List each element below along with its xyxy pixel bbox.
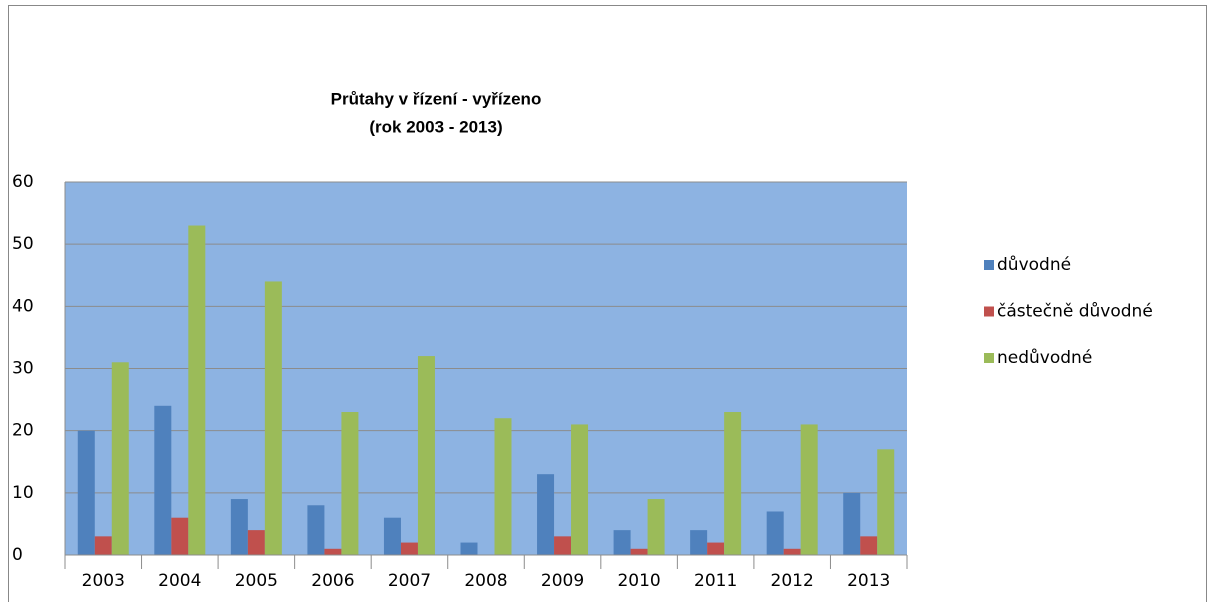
x-tick-label: 2013 [847,571,890,591]
x-tick-label: 2009 [541,571,584,591]
bar [154,405,172,555]
bar [877,449,895,555]
bar [690,530,708,555]
legend-label: důvodné [997,255,1071,275]
bar [724,412,742,555]
bar [571,424,589,555]
x-tick-label: 2011 [694,571,737,591]
bar [613,530,631,555]
bar [460,542,478,555]
bar [630,548,648,555]
bar [707,542,725,555]
bar [800,424,818,555]
bar [647,499,665,555]
bar [400,542,418,555]
y-tick-label: 50 [12,234,34,254]
y-tick-label: 20 [12,421,34,441]
x-tick-label: 2006 [311,571,354,591]
x-tick-label: 2007 [388,571,431,591]
bar [494,418,512,555]
legend-swatch [984,260,994,270]
bar [171,517,189,555]
bar [554,536,572,555]
bar [94,536,112,555]
legend-swatch [984,353,994,363]
bar [247,530,265,555]
bar [77,430,95,555]
x-tick-label: 2010 [617,571,660,591]
bar [766,511,784,555]
x-tick-label: 2008 [464,571,507,591]
legend-label: částečně důvodné [997,302,1153,322]
y-tick-label: 0 [12,545,23,565]
bar [111,362,129,555]
bar [537,474,555,555]
legend-swatch [984,306,994,317]
bar [341,412,359,555]
y-tick-label: 30 [12,359,34,379]
bar [188,225,206,555]
x-tick-label: 2003 [82,571,125,591]
bar [783,548,801,555]
y-tick-label: 60 [12,172,34,192]
bar [860,536,878,555]
bar [843,492,861,555]
x-tick-label: 2012 [771,571,814,591]
bar [324,548,342,555]
legend-label: nedůvodné [997,348,1092,368]
chart-subtitle: (rok 2003 - 2013) [369,117,502,136]
x-tick-label: 2004 [158,571,201,591]
x-tick-label: 2005 [235,571,278,591]
bar [230,499,248,555]
bar [383,517,401,555]
bar [264,281,282,555]
y-tick-label: 40 [12,296,34,316]
chart-title: Průtahy v řízení - vyřízeno [331,89,542,108]
bar [417,356,435,555]
y-tick-label: 10 [12,483,34,503]
bar [307,505,325,555]
